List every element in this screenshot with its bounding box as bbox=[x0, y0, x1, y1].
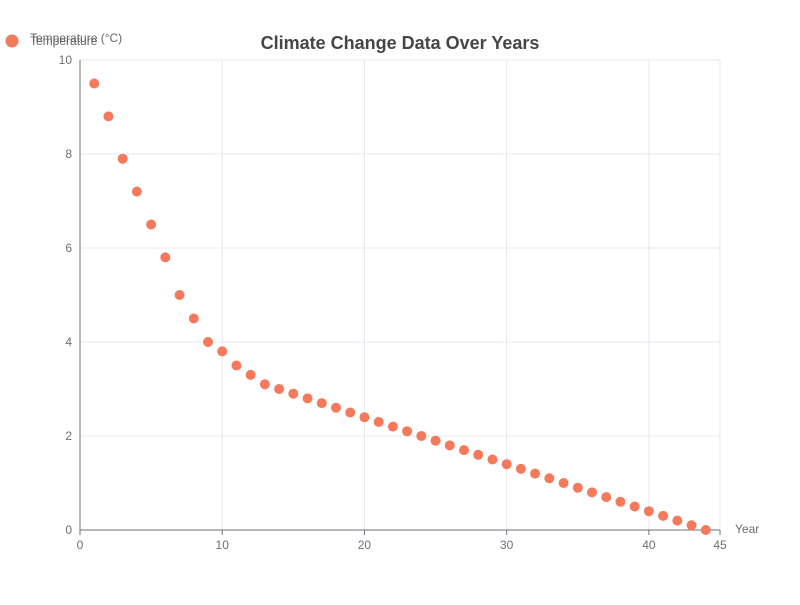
data-point[interactable] bbox=[473, 449, 484, 460]
y-tick-label: 10 bbox=[59, 53, 73, 67]
data-point[interactable] bbox=[217, 346, 228, 357]
x-tick-label: 0 bbox=[77, 538, 84, 552]
data-point[interactable] bbox=[302, 393, 313, 404]
data-point[interactable] bbox=[444, 440, 455, 451]
data-point[interactable] bbox=[359, 412, 370, 423]
data-point[interactable] bbox=[558, 478, 569, 488]
data-point[interactable] bbox=[146, 219, 157, 230]
x-tick-label: 20 bbox=[358, 538, 372, 552]
data-point[interactable] bbox=[459, 445, 469, 456]
data-point[interactable] bbox=[274, 384, 285, 394]
data-point[interactable] bbox=[700, 525, 711, 535]
data-point[interactable] bbox=[658, 510, 669, 521]
data-point[interactable] bbox=[672, 515, 683, 526]
data-point[interactable] bbox=[345, 407, 356, 418]
data-point[interactable] bbox=[131, 186, 142, 197]
data-point[interactable] bbox=[572, 482, 583, 493]
y-tick-label: 8 bbox=[65, 147, 72, 161]
data-point[interactable] bbox=[245, 369, 256, 380]
data-point[interactable] bbox=[601, 492, 612, 503]
data-point[interactable] bbox=[316, 398, 327, 409]
y-tick-label: 2 bbox=[65, 429, 72, 443]
data-point[interactable] bbox=[487, 454, 498, 465]
legend[interactable]: Temperature bbox=[5, 34, 98, 48]
data-point[interactable] bbox=[430, 435, 441, 446]
data-point[interactable] bbox=[629, 501, 640, 512]
data-point[interactable] bbox=[331, 402, 341, 413]
data-points bbox=[89, 78, 711, 535]
data-point[interactable] bbox=[231, 360, 242, 371]
x-tick-label: 30 bbox=[500, 538, 514, 552]
x-tick-label: 40 bbox=[642, 538, 656, 552]
data-point[interactable] bbox=[203, 337, 213, 347]
data-point[interactable] bbox=[544, 473, 555, 484]
axes: 0 2 4 6 8 10 0 10 20 30 40 45 bbox=[59, 53, 727, 552]
data-point[interactable] bbox=[373, 416, 384, 427]
data-point[interactable] bbox=[174, 290, 185, 300]
data-point[interactable] bbox=[615, 496, 626, 507]
x-axis-name: Year bbox=[735, 522, 759, 536]
data-point[interactable] bbox=[402, 426, 413, 437]
data-point[interactable] bbox=[188, 313, 199, 324]
y-tick-label: 0 bbox=[65, 523, 72, 537]
data-point[interactable] bbox=[416, 431, 427, 441]
y-tick-label: 6 bbox=[65, 241, 72, 255]
legend-marker bbox=[5, 34, 19, 48]
data-point[interactable] bbox=[160, 252, 171, 263]
chart-title: Climate Change Data Over Years bbox=[261, 33, 540, 53]
data-point[interactable] bbox=[288, 388, 299, 399]
data-point[interactable] bbox=[103, 111, 114, 122]
legend-series-label: Temperature bbox=[30, 34, 98, 48]
data-point[interactable] bbox=[501, 459, 512, 470]
data-point[interactable] bbox=[686, 520, 697, 531]
data-point[interactable] bbox=[587, 487, 597, 498]
y-tick-label: 4 bbox=[65, 335, 72, 349]
data-point[interactable] bbox=[387, 421, 398, 432]
y-axis-name: Temperature (°C) bbox=[30, 31, 122, 45]
data-point[interactable] bbox=[117, 153, 128, 164]
data-point[interactable] bbox=[259, 379, 270, 390]
data-point[interactable] bbox=[530, 468, 541, 479]
data-point[interactable] bbox=[89, 78, 100, 89]
data-point[interactable] bbox=[515, 463, 526, 474]
x-tick-label: 45 bbox=[713, 538, 727, 552]
x-tick-label: 10 bbox=[216, 538, 230, 552]
data-point[interactable] bbox=[643, 506, 654, 517]
grid-lines bbox=[80, 59, 721, 530]
